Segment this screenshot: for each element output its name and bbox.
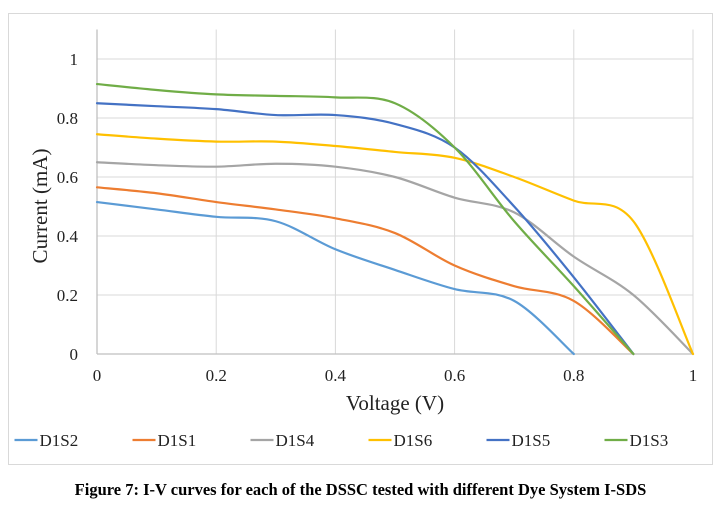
- legend-item-d1s2: D1S2: [14, 431, 79, 450]
- legend-label: D1S4: [276, 431, 315, 450]
- x-tick-label: 0.6: [444, 366, 465, 385]
- series-line-d1s1: [95, 186, 635, 356]
- legend-label: D1S2: [40, 431, 79, 450]
- series-line-d1s2: [95, 200, 575, 356]
- gridlines: [97, 29, 694, 354]
- series-line-d1s5: [95, 102, 635, 356]
- series-line-d1s4: [95, 161, 695, 356]
- y-tick-label: 0.6: [57, 168, 78, 187]
- x-axis-title: Voltage (V): [346, 391, 444, 415]
- y-tick-label: 0.2: [57, 286, 78, 305]
- y-tick-label: 0.4: [57, 227, 79, 246]
- chart-frame: [8, 13, 713, 465]
- legend-label: D1S6: [394, 431, 433, 450]
- y-axis-title: Current (mA): [28, 149, 52, 264]
- legend-item-d1s1: D1S1: [132, 431, 197, 450]
- series-line-d1s3: [95, 82, 635, 356]
- legend-label: D1S1: [158, 431, 197, 450]
- figure-caption: Figure 7: I-V curves for each of the DSS…: [74, 480, 647, 499]
- x-tick-label: 0.8: [563, 366, 584, 385]
- x-tick-label: 0.4: [325, 366, 347, 385]
- x-tick-label: 0: [93, 366, 102, 385]
- y-tick-label: 0: [70, 345, 79, 364]
- tick-labels: 0 0.2 0.4 0.6 0.8 1 0 0.2 0.4 0.6 0.8 1: [57, 50, 698, 385]
- y-tick-label: 0.8: [57, 109, 78, 128]
- legend: D1S2 D1S1 D1S4 D1S6 D1S5 D1S3: [14, 431, 669, 450]
- axes: [96, 29, 693, 355]
- series-lines: [95, 82, 695, 356]
- legend-item-d1s3: D1S3: [604, 431, 669, 450]
- legend-item-d1s5: D1S5: [486, 431, 551, 450]
- x-tick-label: 0.2: [206, 366, 227, 385]
- legend-item-d1s6: D1S6: [368, 431, 433, 450]
- legend-item-d1s4: D1S4: [250, 431, 315, 450]
- y-tick-label: 1: [70, 50, 79, 69]
- series-line-d1s6: [95, 133, 695, 356]
- legend-label: D1S5: [512, 431, 551, 450]
- x-tick-label: 1: [689, 366, 698, 385]
- legend-label: D1S3: [630, 431, 669, 450]
